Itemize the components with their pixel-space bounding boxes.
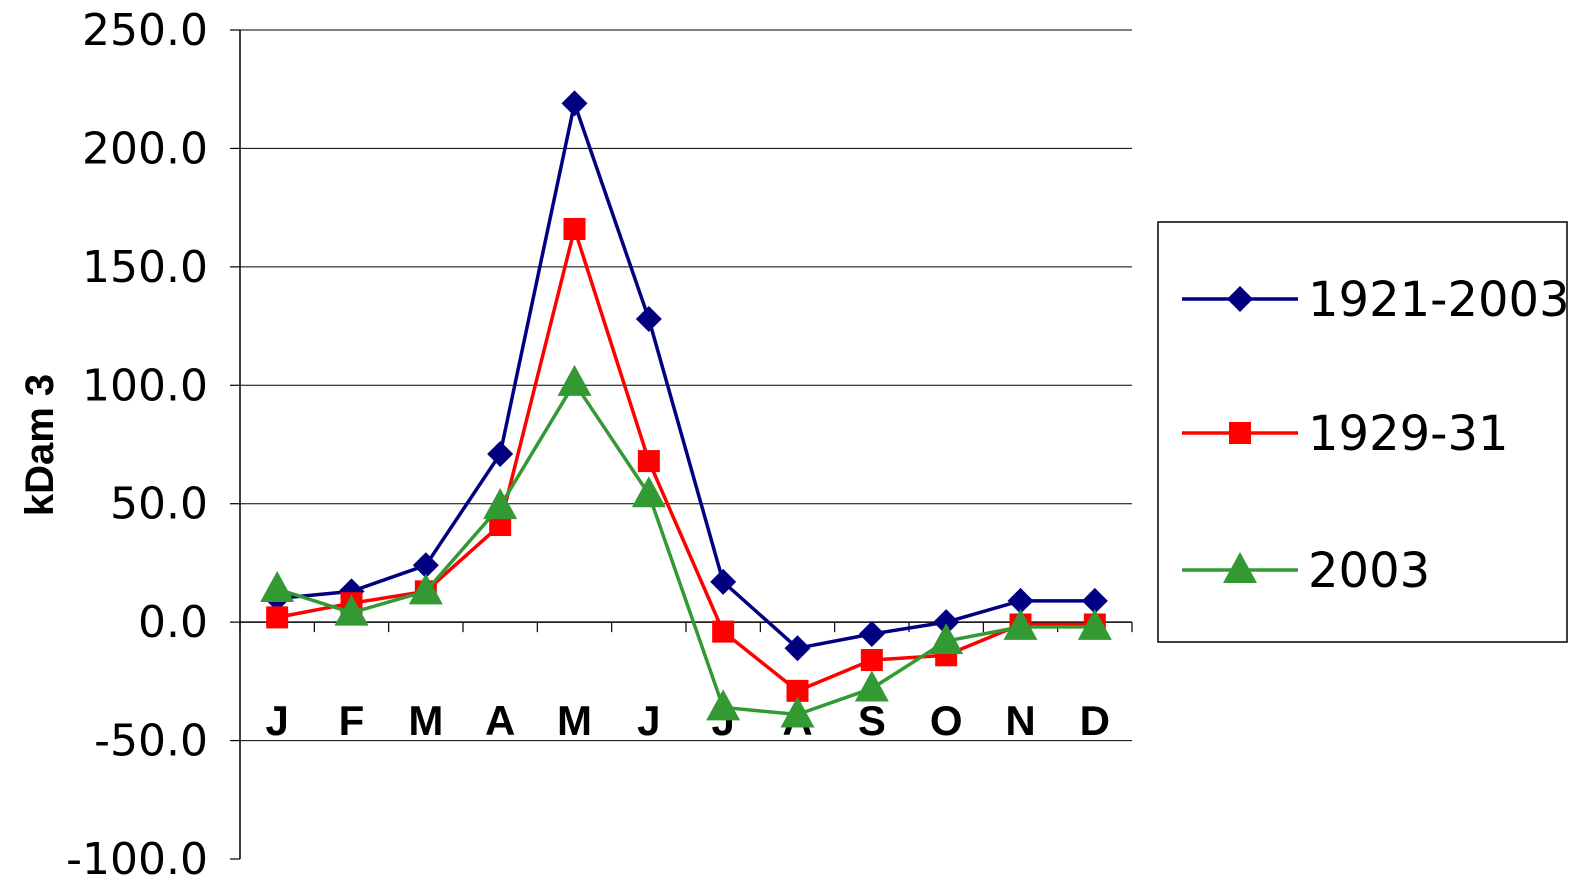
legend-label: 2003 — [1308, 543, 1430, 599]
data-point — [929, 623, 964, 655]
data-point — [706, 689, 741, 721]
y-tick-label: 100.0 — [82, 360, 208, 411]
y-axis-label: kDam 3 — [18, 374, 62, 516]
y-tick-label: 50.0 — [110, 479, 208, 530]
gridlines — [240, 29, 1132, 742]
data-point — [933, 609, 960, 636]
data-point — [784, 635, 811, 662]
y-tick-label: 0.0 — [138, 597, 208, 648]
data-point — [712, 620, 735, 643]
x-tick-label: J — [265, 697, 288, 744]
legend-label: 1929-31 — [1308, 406, 1509, 462]
y-tick-label: 200.0 — [82, 123, 208, 174]
x-tick-label: M — [557, 697, 592, 744]
data-point — [266, 606, 289, 629]
data-point — [260, 570, 295, 602]
series-1921-2003 — [264, 90, 1108, 662]
legend-marker — [1223, 552, 1257, 583]
legend-item: 1929-31 — [1182, 406, 1509, 462]
data-point — [860, 649, 883, 672]
series-line — [276, 381, 1095, 717]
data-point — [858, 620, 885, 647]
data-point — [561, 90, 588, 117]
legend-label: 1921-2003 — [1308, 272, 1570, 328]
x-tick-label: J — [637, 697, 660, 744]
data-point — [637, 450, 660, 473]
series-group — [260, 90, 1112, 728]
legend-marker — [1229, 422, 1251, 444]
y-tick-label: -50.0 — [94, 716, 208, 767]
y-tick-label: 150.0 — [82, 242, 208, 293]
data-point — [334, 594, 369, 626]
legend-item: 2003 — [1182, 543, 1430, 599]
x-tick-label: N — [1005, 697, 1035, 744]
x-tick-label: D — [1080, 697, 1110, 744]
y-tick-label: 250.0 — [82, 5, 208, 56]
data-point — [408, 573, 443, 605]
data-point — [412, 552, 439, 579]
data-point — [635, 305, 662, 332]
x-tick-label: M — [408, 697, 443, 744]
legend: 1921-2003 1929-31 2003 — [1157, 221, 1570, 643]
data-point — [489, 514, 512, 537]
data-point — [1007, 587, 1034, 614]
data-point — [487, 440, 514, 467]
x-axis-ticks: JFMAMJJASOND — [239, 622, 1133, 744]
data-point — [1003, 608, 1038, 640]
series-line — [277, 101, 1095, 650]
y-axis-ticks: 250.0 200.0 150.0 100.0 50.0 0.0 -50.0 -100.0 — [66, 5, 240, 885]
data-point — [563, 217, 586, 240]
data-point — [1081, 587, 1108, 614]
data-point — [780, 696, 815, 728]
data-point — [710, 568, 737, 595]
data-point — [557, 364, 592, 396]
legend-marker — [1227, 286, 1253, 312]
legend-item: 1921-2003 — [1182, 272, 1570, 328]
data-point — [631, 476, 666, 508]
data-point — [1077, 608, 1112, 640]
data-point — [483, 488, 518, 520]
data-point — [854, 670, 889, 702]
x-tick-label: A — [485, 697, 515, 744]
y-tick-label: -100.0 — [66, 834, 208, 885]
x-tick-label: F — [339, 697, 365, 744]
series-2003 — [260, 364, 1112, 728]
data-point — [786, 679, 809, 702]
x-tick-label: S — [858, 697, 886, 744]
x-tick-label: O — [930, 697, 963, 744]
